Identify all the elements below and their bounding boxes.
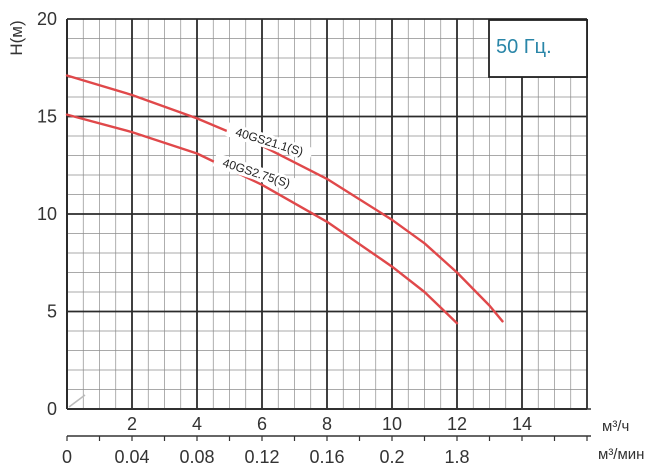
y-tick-label: 10 bbox=[37, 204, 57, 224]
y-tick-label: 20 bbox=[37, 9, 57, 29]
x-tick-label: 10 bbox=[382, 414, 402, 434]
x2-tick-label: 0.2 bbox=[379, 447, 404, 467]
x-tick-label: 6 bbox=[257, 414, 267, 434]
frequency-label: 50 Гц. bbox=[496, 36, 552, 58]
grid-lines bbox=[66, 18, 588, 410]
curve-label-bg bbox=[225, 122, 314, 162]
x-tick-label: 12 bbox=[447, 414, 467, 434]
frequency-legend-box: 50 Гц. bbox=[488, 19, 588, 78]
x-tick-labels: 2 4 6 8 10 12 14 bbox=[127, 414, 532, 434]
y-axis-label: H(м) bbox=[7, 20, 26, 55]
x2-tick-labels: 0 0.04 0.08 0.12 0.16 0.2 1.8 bbox=[62, 447, 470, 467]
curve-line-1 bbox=[65, 74, 504, 323]
x2-tick-label: 0.04 bbox=[114, 447, 149, 467]
curve-label-bg bbox=[212, 152, 301, 194]
y-tick-label: 15 bbox=[37, 107, 57, 127]
origin-mark bbox=[68, 394, 86, 408]
pump-curves bbox=[65, 74, 504, 325]
x2-tick-label: 1.8 bbox=[444, 447, 469, 467]
x-axis-unit-primary: м³/ч bbox=[602, 418, 629, 435]
x2-tick-label: 0.16 bbox=[309, 447, 344, 467]
y-tick-labels: 0 5 10 15 20 bbox=[37, 9, 57, 419]
x-tick-label: 2 bbox=[127, 414, 137, 434]
x-tick-label: 8 bbox=[322, 414, 332, 434]
x2-tick-label: 0.08 bbox=[179, 447, 214, 467]
x2-tick-label: 0 bbox=[62, 447, 72, 467]
x-tick-label: 14 bbox=[512, 414, 532, 434]
x2-tick-label: 0.12 bbox=[244, 447, 279, 467]
axes bbox=[66, 408, 591, 441]
x-axis-unit-secondary: м³/мин bbox=[598, 446, 644, 463]
x-tick-label: 4 bbox=[192, 414, 202, 434]
y-tick-label: 0 bbox=[47, 399, 57, 419]
curve-line-2 bbox=[65, 113, 459, 325]
y-tick-label: 5 bbox=[47, 302, 57, 322]
